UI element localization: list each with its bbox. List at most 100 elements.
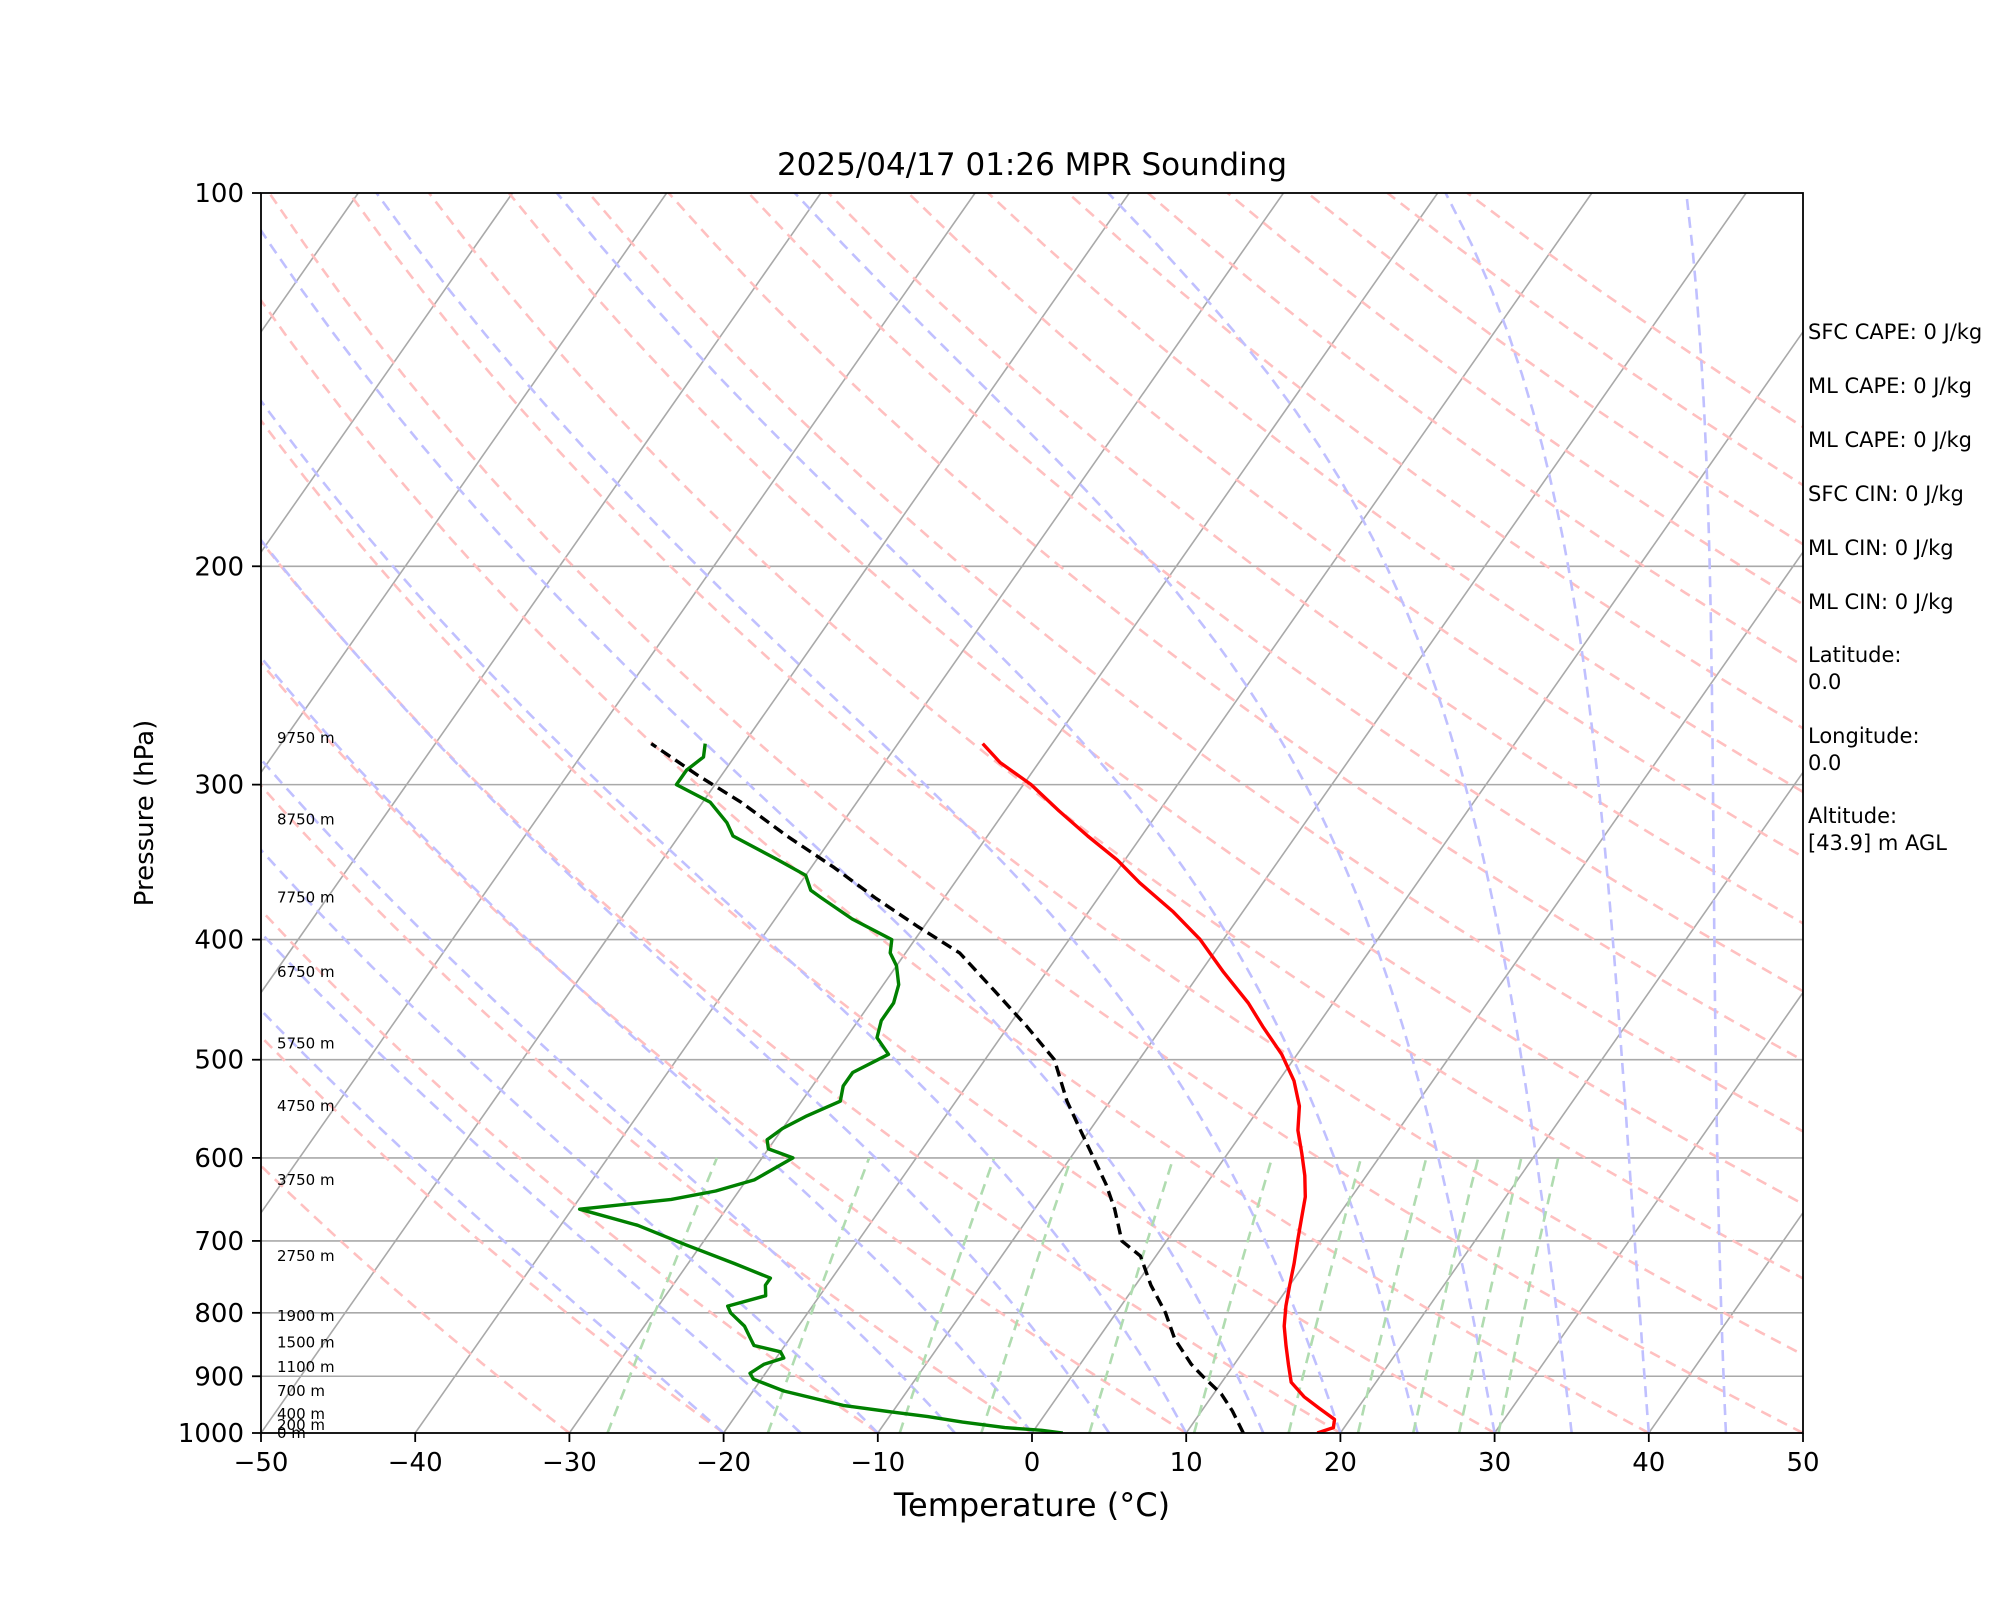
moist-adiabat bbox=[261, 228, 1265, 1433]
y-tick-label: 100 bbox=[194, 179, 244, 209]
height-label: 3750 m bbox=[277, 1171, 335, 1189]
stat-annotation: SFC CAPE: 0 J/kg bbox=[1808, 320, 1983, 344]
height-label: 1900 m bbox=[277, 1307, 335, 1325]
isotherm-gridline bbox=[722, 193, 1593, 1433]
height-label: 5750 m bbox=[277, 1034, 335, 1052]
height-label: 1100 m bbox=[277, 1358, 335, 1376]
height-label: 2750 m bbox=[277, 1247, 335, 1265]
x-tick-label: 20 bbox=[1324, 1448, 1357, 1478]
height-label: 7750 m bbox=[277, 889, 335, 907]
isotherm-gridline bbox=[1339, 770, 1803, 1433]
stat-annotation: Longitude: 0.0 bbox=[1808, 724, 1920, 775]
temperature-line bbox=[981, 742, 1337, 1433]
y-axis-label: Pressure (hPa) bbox=[130, 720, 160, 907]
moist-adiabat bbox=[793, 193, 1496, 1433]
dewpoint-line bbox=[577, 743, 1064, 1433]
chart-title: 2025/04/17 01:26 MPR Sounding bbox=[777, 147, 1287, 183]
y-tick-label: 900 bbox=[194, 1362, 244, 1392]
mixing-ratio-line bbox=[766, 1157, 871, 1433]
x-tick-label: 0 bbox=[1024, 1448, 1041, 1478]
mixing-ratio-line bbox=[606, 1157, 719, 1433]
moist-adiabat bbox=[261, 757, 956, 1433]
reference-lines bbox=[0, 193, 1803, 1433]
mixing-ratio-line bbox=[1287, 1157, 1363, 1433]
y-tick-label: 200 bbox=[194, 552, 244, 582]
mixing-ratio-line bbox=[1497, 1157, 1560, 1433]
y-tick-label: 700 bbox=[194, 1227, 244, 1257]
moist-adiabat bbox=[1685, 193, 1728, 1433]
height-label: 6750 m bbox=[277, 963, 335, 981]
y-tick-label: 500 bbox=[194, 1046, 244, 1076]
y-tick-label: 1000 bbox=[178, 1419, 244, 1449]
mixing-ratio-line bbox=[980, 1157, 1073, 1433]
mixing-ratio-line bbox=[1457, 1157, 1523, 1433]
height-label: 200 m bbox=[277, 1416, 325, 1434]
height-label: 400 m bbox=[277, 1405, 325, 1423]
dry-adiabat bbox=[827, 193, 1803, 925]
stat-annotation: Altitude: [43.9] m AGL bbox=[1808, 804, 1947, 855]
dry-adiabat bbox=[261, 539, 1342, 1433]
chart-text: −50 −40 −30 −20 −10 0 10 20 30 40 50 1000 900 800 700 6… bbox=[130, 147, 1820, 1524]
isotherm-gridline bbox=[414, 193, 1285, 1433]
moist-adiabat bbox=[261, 848, 879, 1433]
dry-adiabat bbox=[987, 193, 1803, 794]
dry-adiabat bbox=[261, 1034, 725, 1433]
moist-adiabat bbox=[261, 398, 1188, 1433]
mixing-ratio-line bbox=[1192, 1157, 1274, 1433]
x-tick-label: 50 bbox=[1786, 1448, 1819, 1478]
isotherm-gridline bbox=[1185, 550, 1803, 1433]
stat-annotation: ML CIN: 0 J/kg bbox=[1808, 590, 1954, 614]
x-tick-label: 40 bbox=[1632, 1448, 1665, 1478]
x-tick-label: −40 bbox=[388, 1448, 443, 1478]
dry-adiabat bbox=[261, 783, 1033, 1433]
y-tick-label: 600 bbox=[194, 1144, 244, 1174]
moist-adiabat bbox=[261, 655, 1034, 1433]
isotherm-gridline bbox=[568, 193, 1439, 1433]
isotherm-gridline bbox=[1493, 991, 1803, 1433]
data-series bbox=[577, 742, 1337, 1433]
plot-frame bbox=[260, 192, 1804, 1434]
moist-adiabat bbox=[1107, 193, 1573, 1433]
isotherm-gridline bbox=[1031, 330, 1803, 1433]
isotherm-gridline bbox=[1648, 1211, 1803, 1433]
mixing-ratio-line bbox=[898, 1157, 996, 1433]
y-tick-label: 400 bbox=[194, 926, 244, 956]
x-axis-label: Temperature (°C) bbox=[893, 1486, 1170, 1524]
stat-annotation: ML CIN: 0 J/kg bbox=[1808, 536, 1954, 560]
isotherm-gridline bbox=[261, 193, 822, 994]
isotherm-gridline bbox=[261, 193, 976, 1215]
moist-adiabat bbox=[261, 930, 802, 1433]
y-tick-label: 300 bbox=[194, 771, 244, 801]
dry-adiabat bbox=[261, 298, 1650, 1433]
x-tick-label: −10 bbox=[850, 1448, 905, 1478]
x-tick-label: 30 bbox=[1478, 1448, 1511, 1478]
moist-adiabat bbox=[261, 1008, 725, 1433]
x-tick-label: −20 bbox=[696, 1448, 751, 1478]
y-tick-label: 800 bbox=[194, 1299, 244, 1329]
x-tick-label: −50 bbox=[234, 1448, 289, 1478]
x-tick-label: −30 bbox=[542, 1448, 597, 1478]
dry-adiabat bbox=[667, 193, 1803, 1062]
stat-annotation: SFC CIN: 0 J/kg bbox=[1808, 482, 1964, 506]
stat-annotation: ML CAPE: 0 J/kg bbox=[1808, 374, 1973, 398]
axes bbox=[252, 192, 1804, 1442]
isotherm-gridline bbox=[261, 193, 1130, 1433]
height-label: 8750 m bbox=[277, 810, 335, 828]
stat-annotation: Latitude: 0.0 bbox=[1808, 643, 1902, 694]
moist-adiabat bbox=[555, 193, 1419, 1433]
height-label: 4750 m bbox=[277, 1097, 335, 1115]
mixing-ratio-line bbox=[1088, 1157, 1175, 1433]
parcel-line bbox=[650, 742, 1245, 1433]
isotherm-gridline bbox=[877, 193, 1747, 1433]
mixing-ratio-line bbox=[1411, 1157, 1480, 1433]
isotherm-gridline bbox=[261, 193, 514, 554]
isotherm-gridline bbox=[261, 193, 668, 774]
dry-adiabat bbox=[261, 418, 1496, 1433]
dry-adiabat bbox=[261, 660, 1187, 1433]
dry-adiabat bbox=[587, 193, 1803, 1133]
dry-adiabat bbox=[427, 193, 1803, 1280]
isotherm-gridline bbox=[0, 193, 204, 1433]
height-label: 700 m bbox=[277, 1382, 325, 1400]
isotherm-gridline bbox=[0, 193, 50, 1433]
